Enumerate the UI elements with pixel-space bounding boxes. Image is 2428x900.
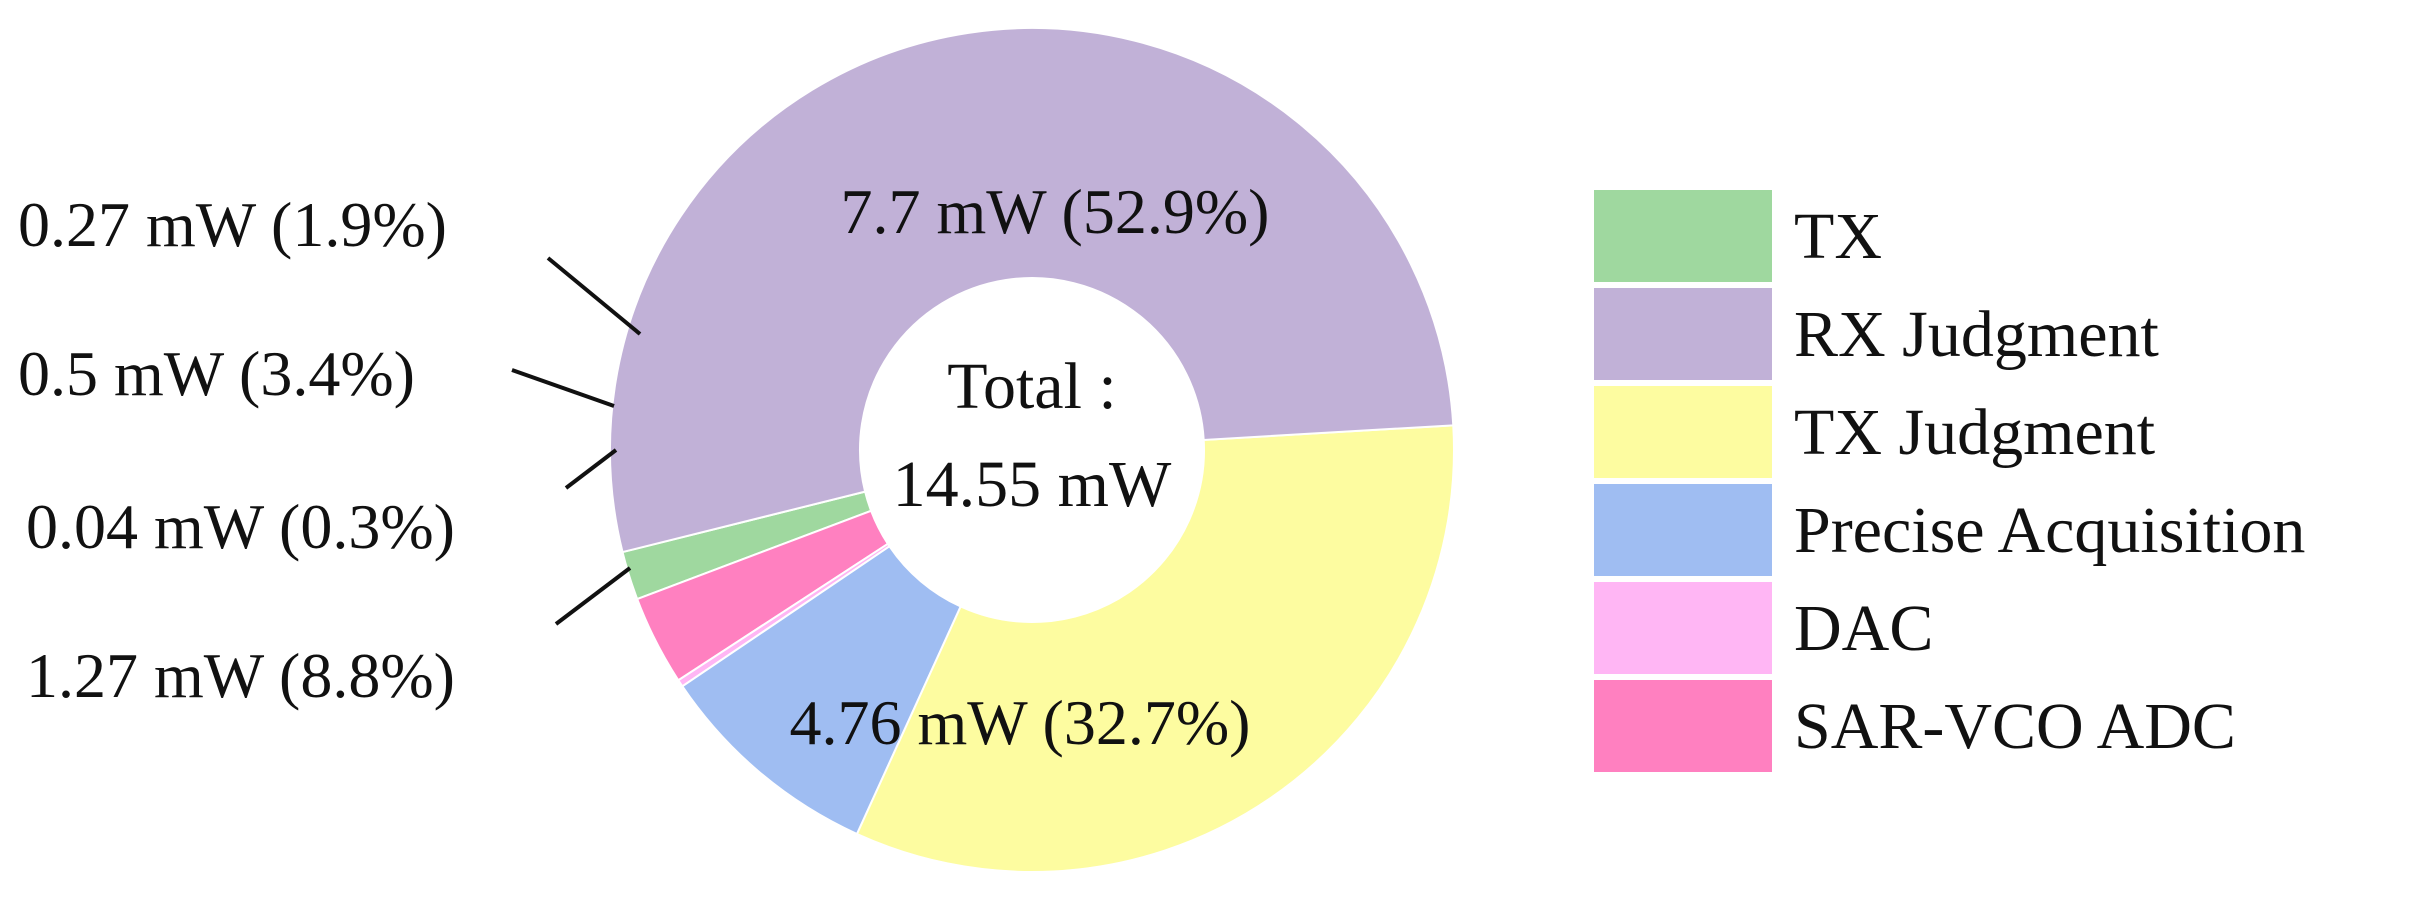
leader-line-dac: [564, 448, 618, 490]
legend-swatch-tx-judgment: [1594, 386, 1772, 478]
legend-swatch-rx-judgment: [1594, 288, 1772, 380]
donut-center: Total : 14.55 mW: [893, 350, 1172, 521]
legend-swatch-precise-acquisition: [1594, 484, 1772, 576]
data-label-rx-judgment: 7.7 mW (52.9%): [841, 176, 1270, 247]
slice-tx-judgment: [855, 424, 1455, 873]
legend-label-tx-judgment: TX Judgment: [1794, 396, 2155, 469]
legend-swatch-tx: [1594, 190, 1772, 282]
donut-slices: [609, 27, 1455, 873]
leader-line-tx: [546, 256, 642, 336]
legend-swatch-dac: [1594, 582, 1772, 674]
leader-lines: [511, 256, 642, 626]
data-label-tx: 0.27 mW (1.9%): [18, 189, 447, 260]
leader-line-sar-vco-adc: [511, 368, 615, 408]
data-label-tx-judgment: 4.76 mW (32.7%): [790, 687, 1251, 758]
legend-label-rx-judgment: RX Judgment: [1794, 298, 2159, 371]
legend-label-sar-vco-adc: SAR-VCO ADC: [1794, 690, 2236, 763]
slice-precise-acquisition: [680, 544, 962, 836]
legend-label-dac: DAC: [1794, 592, 1933, 665]
legend-swatch-sar-vco-adc: [1594, 680, 1772, 772]
data-label-dac: 0.04 mW (0.3%): [26, 491, 455, 562]
data-label-precise-acquisition: 1.27 mW (8.8%): [26, 640, 455, 711]
slice-labels: 0.27 mW (1.9%) 0.5 mW (3.4%) 0.04 mW (0.3%…: [18, 176, 1269, 758]
legend: TX RX Judgment TX Judgment Precise Acquisit…: [1594, 190, 2305, 772]
center-label-line-2: 14.55 mW: [893, 448, 1172, 521]
legend-label-tx: TX: [1794, 200, 1882, 273]
leader-line-precise-acquisition: [554, 566, 632, 626]
legend-label-precise-acquisition: Precise Acquisition: [1794, 494, 2305, 567]
slice-rx-judgment: [609, 27, 1455, 554]
data-label-sar-vco-adc: 0.5 mW (3.4%): [18, 338, 415, 409]
center-label-line-1: Total :: [947, 350, 1117, 423]
